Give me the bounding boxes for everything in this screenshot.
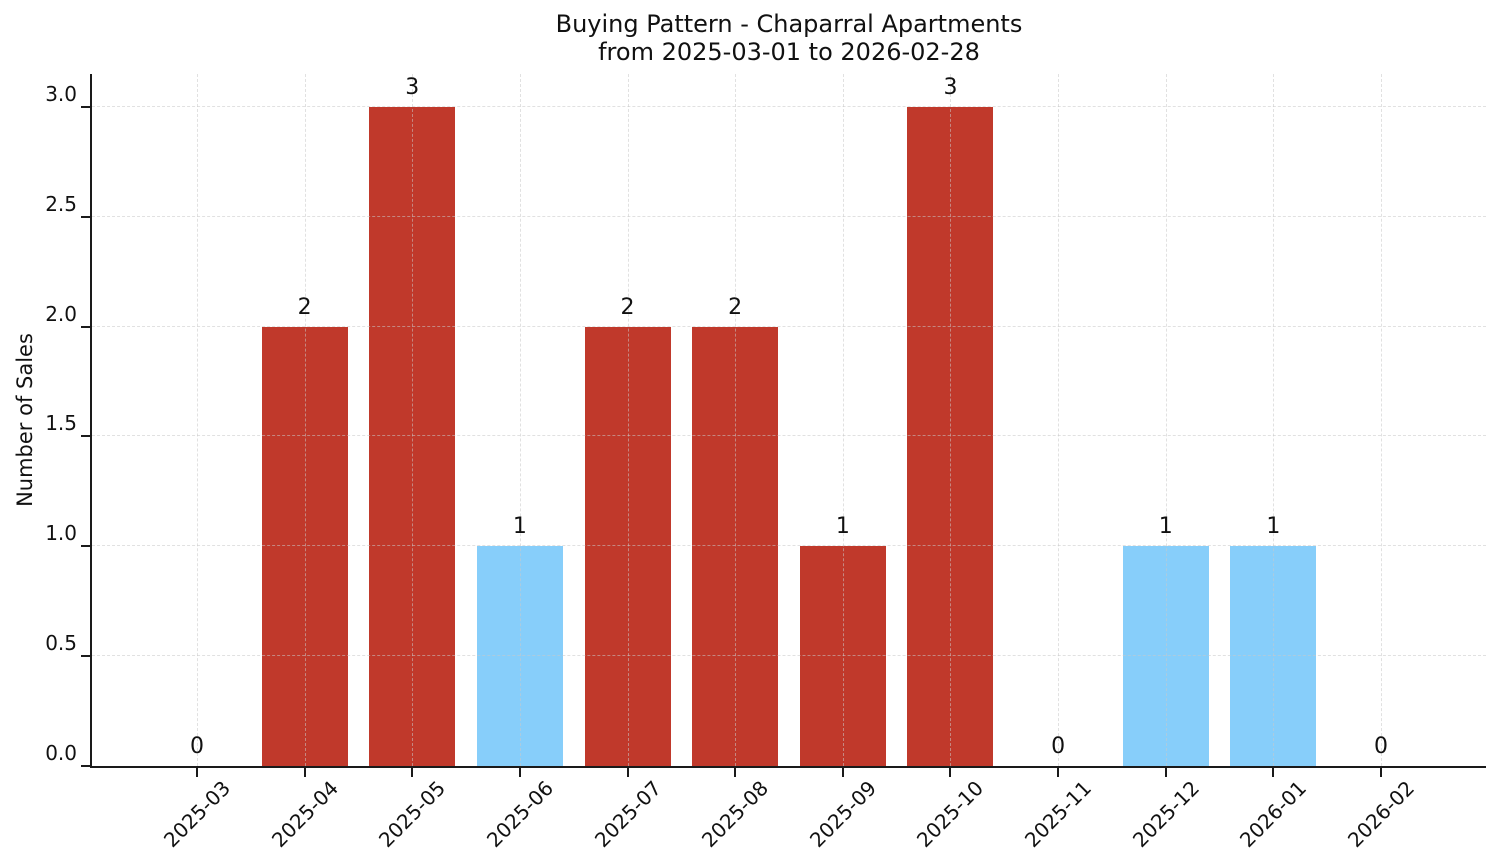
x-tick-label-2025-07: 2025-07 xyxy=(589,775,666,853)
x-tick-2025-12 xyxy=(1164,768,1167,777)
chart-title-block: Buying Pattern - Chaparral Apartments fr… xyxy=(92,10,1486,66)
gridline-h-3.0 xyxy=(92,105,1486,107)
gridline-v-2025-09 xyxy=(842,74,844,766)
x-tick-2025-10 xyxy=(949,768,952,777)
x-tick-label-2025-09: 2025-09 xyxy=(804,775,881,853)
x-tick-2025-09 xyxy=(841,768,844,777)
y-tick-0.5 xyxy=(81,655,90,658)
y-tick-label-0.0: 0.0 xyxy=(45,741,77,765)
y-tick-label-0.5: 0.5 xyxy=(45,631,77,656)
x-tick-label-2025-04: 2025-04 xyxy=(266,775,343,853)
x-tick-2025-08 xyxy=(734,768,737,777)
gridline-h-1.0 xyxy=(92,545,1486,547)
x-tick-label-2025-08: 2025-08 xyxy=(697,775,774,853)
bar-value-label-2025-11: 0 xyxy=(1051,734,1066,759)
chart-subtitle: from 2025-03-01 to 2026-02-28 xyxy=(598,38,980,66)
y-tick-1.0 xyxy=(81,545,90,548)
bar-value-label-2025-05: 3 xyxy=(405,74,420,100)
bar-value-label-2026-01: 1 xyxy=(1266,514,1281,540)
x-tick-2025-11 xyxy=(1057,768,1060,777)
gridline-v-2025-05 xyxy=(412,74,414,766)
x-tick-2025-03 xyxy=(196,768,198,777)
x-tick-2026-02 xyxy=(1380,768,1382,777)
x-tick-label-2025-12: 2025-12 xyxy=(1127,775,1204,853)
y-tick-label-1.5: 1.5 xyxy=(45,411,77,436)
gridline-v-2025-08 xyxy=(735,74,737,766)
bar-value-label-2025-12: 1 xyxy=(1158,514,1173,540)
chart-title: Buying Pattern - Chaparral Apartments xyxy=(555,10,1023,38)
gridline-v-2025-12 xyxy=(1165,74,1167,766)
y-tick-1.5 xyxy=(81,435,90,438)
y-tick-label-1.0: 1.0 xyxy=(45,521,77,546)
y-tick-2.5 xyxy=(81,215,90,218)
y-tick-2.0 xyxy=(81,325,90,328)
gridline-v-2025-10 xyxy=(950,74,952,766)
gridline-h-0.5 xyxy=(92,655,1486,657)
x-tick-label-2025-11: 2025-11 xyxy=(1020,775,1097,853)
gridline-h-2.5 xyxy=(92,215,1486,217)
y-tick-label-2.5: 2.5 xyxy=(45,191,77,216)
gridline-v-2025-06 xyxy=(519,74,521,766)
bar-value-label-2025-10: 3 xyxy=(943,74,958,100)
y-tick-0.0 xyxy=(81,765,90,767)
x-tick-2025-07 xyxy=(626,768,629,777)
bar-value-label-2025-04: 2 xyxy=(297,294,312,320)
gridline-v-2026-02 xyxy=(1381,74,1382,766)
gridline-v-2025-07 xyxy=(627,74,629,766)
bar-value-label-2025-08: 2 xyxy=(728,294,743,320)
bar-value-label-2026-02: 0 xyxy=(1374,734,1388,759)
x-axis-spine xyxy=(90,766,1486,768)
x-tick-label-2025-03: 2025-03 xyxy=(158,775,236,853)
x-tick-label-2026-01: 2026-01 xyxy=(1235,775,1312,853)
x-tick-label-2025-06: 2025-06 xyxy=(481,775,558,853)
bar-value-label-2025-09: 1 xyxy=(835,514,850,540)
bar-value-label-2025-03: 0 xyxy=(190,734,204,759)
x-tick-2025-04 xyxy=(303,768,306,777)
plot-area: 0 2 3 1 2 2 1 3 0 1 1 0 0.0 0.5 1.0 1.5 2.0 2.5 3.0 2025-03… xyxy=(45,74,1486,852)
gridline-h-1.5 xyxy=(92,435,1486,437)
x-tick-label-2025-10: 2025-10 xyxy=(912,775,989,853)
gridline-v-2026-01 xyxy=(1273,74,1275,766)
y-axis-spine xyxy=(90,74,92,768)
gridline-h-2.0 xyxy=(92,325,1486,327)
gridline-v-2025-03 xyxy=(197,74,198,766)
y-tick-label-2.0: 2.0 xyxy=(45,301,77,326)
x-tick-2025-05 xyxy=(411,768,414,777)
y-axis-label: Number of Sales xyxy=(13,333,37,507)
bar-value-label-2025-07: 2 xyxy=(620,294,635,320)
gridline-v-2025-04 xyxy=(304,74,306,766)
y-tick-3.0 xyxy=(81,105,90,108)
y-tick-label-3.0: 3.0 xyxy=(45,81,77,106)
gridline-v-2025-11 xyxy=(1058,74,1060,766)
bar-value-label-2025-06: 1 xyxy=(512,514,527,540)
x-tick-label-2026-02: 2026-02 xyxy=(1342,775,1420,853)
x-tick-2025-06 xyxy=(518,768,521,777)
x-tick-2026-01 xyxy=(1272,768,1275,777)
x-tick-label-2025-05: 2025-05 xyxy=(374,775,451,853)
